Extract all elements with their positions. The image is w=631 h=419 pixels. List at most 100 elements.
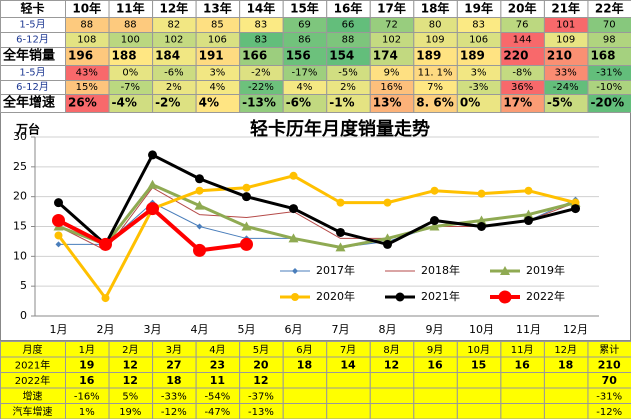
- y-tick-label: 20: [13, 190, 27, 203]
- cell-text: 4%: [297, 82, 313, 93]
- x-tick-label: 11月: [516, 323, 541, 336]
- cell-text: 13%: [373, 96, 402, 110]
- point: [382, 233, 393, 243]
- point: [571, 204, 580, 214]
- cell-text: 98: [603, 35, 616, 46]
- row-label: 全年销量: [2, 48, 55, 64]
- cell-text: 23: [210, 358, 225, 371]
- cell-text: 18: [297, 358, 312, 371]
- x-tick-label: 12月: [563, 323, 588, 336]
- cell-text: -2%: [155, 96, 180, 110]
- point: [289, 204, 298, 214]
- point: [476, 215, 487, 225]
- legend-label: 2019年: [526, 263, 565, 277]
- y-axis-label: 万台: [15, 122, 40, 137]
- point: [524, 186, 533, 195]
- cell-text: -10%: [596, 82, 622, 93]
- header-text: 12年: [159, 1, 188, 16]
- header-text: 轻卡: [20, 1, 44, 16]
- legend-label: 2022年: [526, 289, 565, 303]
- cell-text: -5%: [547, 96, 572, 110]
- cell-text: 66: [342, 20, 355, 31]
- x-tick-label: 6月: [285, 323, 303, 336]
- cell-text: 27: [166, 358, 181, 371]
- cell-text: 191: [199, 49, 224, 63]
- point: [336, 198, 345, 207]
- cell-text: 20: [253, 358, 269, 371]
- cell-text: 7%: [427, 82, 443, 93]
- cell-text: 109: [426, 35, 445, 46]
- cell-text: 9%: [384, 68, 400, 79]
- cell-text: -17%: [292, 68, 318, 79]
- cell-text: -54%: [204, 391, 230, 402]
- header-text: 18年: [421, 1, 450, 16]
- x-tick-label: 7月: [332, 323, 350, 336]
- cell-text: 188: [112, 49, 137, 63]
- header-text: 14年: [247, 1, 276, 16]
- cell-text: 12: [253, 374, 268, 387]
- cell-text: 210: [598, 358, 621, 371]
- cell-text: 102: [164, 35, 183, 46]
- chart-title: 轻卡历年月度销量走势: [250, 118, 430, 140]
- cell-text: 36%: [511, 82, 533, 93]
- header-text: 3月: [166, 344, 182, 356]
- cell: [456, 403, 502, 419]
- cell-text: 86: [298, 35, 311, 46]
- x-tick-label: 8月: [379, 323, 397, 336]
- point: [196, 223, 203, 230]
- cell-text: 189: [460, 49, 485, 63]
- cell: [326, 372, 371, 389]
- header-text: 1月: [79, 344, 95, 356]
- cell: [587, 94, 631, 113]
- cell-text: 19: [79, 358, 94, 371]
- point: [55, 241, 62, 248]
- row-label: 6-12月: [16, 34, 49, 46]
- point: [524, 216, 533, 226]
- header-text: 11月: [511, 344, 534, 356]
- point: [500, 266, 510, 275]
- cell: [369, 403, 415, 419]
- cell: [282, 387, 328, 404]
- cell-text: 184: [155, 49, 180, 63]
- point: [242, 192, 251, 202]
- point: [101, 294, 110, 303]
- cell-text: 83: [472, 20, 485, 31]
- cell-text: 82: [167, 20, 180, 31]
- cell: [326, 387, 371, 404]
- cell-text: 106: [208, 35, 227, 46]
- cell: [456, 387, 502, 404]
- header-text: 19年: [464, 1, 493, 16]
- point: [477, 222, 486, 231]
- cell-text: 154: [329, 49, 354, 63]
- cell-text: 43%: [76, 68, 98, 79]
- cell-text: 16: [427, 358, 443, 371]
- y-tick-label: 15: [13, 220, 27, 233]
- cell-text: 83: [255, 35, 268, 46]
- header-text: 22年: [595, 1, 624, 16]
- y-tick-label: 10: [13, 249, 27, 262]
- point: [195, 174, 204, 184]
- legend-label: 2018年: [421, 263, 460, 277]
- cell: [413, 403, 458, 419]
- cell-text: -1%: [329, 96, 354, 110]
- cell-text: -6%: [286, 96, 311, 110]
- series-line: [57, 153, 576, 246]
- cell-text: 11. 1%: [418, 68, 453, 79]
- y-tick-label: 5: [20, 279, 27, 292]
- header-text: 16年: [334, 1, 363, 16]
- header-text: 5月: [253, 344, 269, 356]
- row-label: 1-5月: [19, 19, 45, 31]
- cell-text: 12: [123, 374, 138, 387]
- cell-text: 15: [471, 358, 486, 371]
- point: [383, 198, 392, 207]
- cell: [587, 403, 631, 419]
- cell-text: 1%: [79, 407, 95, 418]
- cell-text: -7%: [121, 82, 140, 93]
- cell-text: 2%: [166, 82, 182, 93]
- point: [430, 216, 439, 226]
- point: [54, 231, 63, 240]
- x-tick-label: 2月: [97, 323, 115, 336]
- cell: [369, 387, 415, 404]
- y-tick-label: 30: [13, 130, 27, 143]
